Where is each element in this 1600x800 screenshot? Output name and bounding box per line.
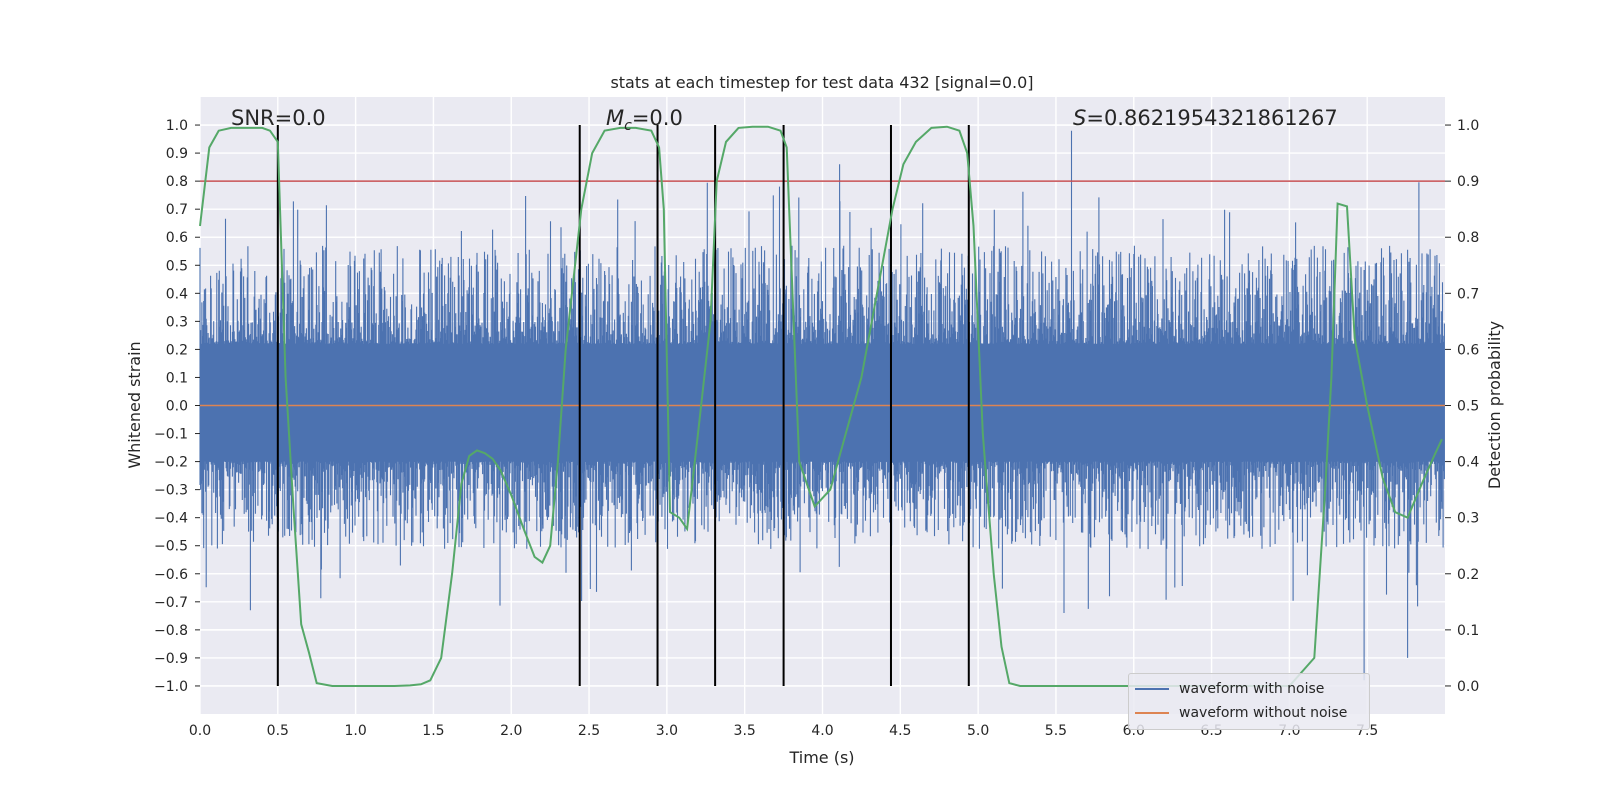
legend-label-noise: waveform with noise: [1179, 681, 1325, 697]
y2-tick-label: 0.8: [1457, 230, 1479, 246]
y-tick-label: 0.5: [166, 258, 188, 274]
x-tick-label: 5.5: [1045, 723, 1067, 739]
x-tick-label: 1.0: [344, 723, 366, 739]
y2-tick-label: 0.7: [1457, 286, 1479, 302]
y2-tick-label: 0.0: [1457, 679, 1479, 695]
score-value: =0.8621954321861267: [1086, 106, 1337, 130]
y2-axis-label: Detection probability: [1485, 321, 1504, 489]
waveform-with-noise-series: [199, 130, 1445, 681]
waveform-with-noise-line: [199, 130, 1445, 681]
snr-annotation: SNR=0.0: [231, 106, 326, 130]
x-tick-label: 0.5: [267, 723, 289, 739]
chirp-mass-symbol: M: [606, 106, 624, 130]
x-tick-label: 4.5: [889, 723, 911, 739]
y-tick-label: 0.3: [166, 314, 188, 330]
x-axis-label: Time (s): [788, 748, 854, 767]
x-tick-label: 0.0: [189, 723, 211, 739]
y2-tick-label: 0.4: [1457, 455, 1479, 471]
y2-tick-label: 1.0: [1457, 118, 1479, 134]
legend-item-noise: waveform with noise: [1135, 678, 1324, 700]
y-tick-label: −0.8: [154, 623, 188, 639]
y2-tick-label: 0.2: [1457, 567, 1479, 583]
y2-tick-label: 0.3: [1457, 511, 1479, 527]
x-tick-label: 2.5: [578, 723, 600, 739]
y-tick-label: −0.4: [154, 511, 188, 527]
x-tick-label: 4.0: [811, 723, 833, 739]
chart-title: stats at each timestep for test data 432…: [610, 73, 1033, 92]
y-tick-label: −0.2: [154, 455, 188, 471]
y2-tick-label: 0.1: [1457, 623, 1479, 639]
y-tick-label: 0.7: [166, 202, 188, 218]
y-tick-label: −0.3: [154, 483, 188, 499]
chirp-mass-subscript: c: [624, 118, 632, 134]
chirp-mass-annotation: Mc=0.0: [606, 106, 683, 134]
y-tick-label: 0.0: [166, 399, 188, 415]
y-tick-label: 0.9: [166, 146, 188, 162]
left-axis-ticks: 1.0 0.9 0.8 0.7 0.6 0.5 0.4 0.3 0.2 0.1 0.0 −0.1 −0.…: [154, 118, 200, 695]
y-tick-label: 0.6: [166, 230, 188, 246]
legend-label-clean: waveform without noise: [1179, 705, 1348, 721]
right-axis-ticks: 1.0 0.9 0.8 0.7 0.6 0.5 0.4 0.3 0.2 0.1 0.0: [1445, 118, 1479, 695]
y-tick-label: −0.7: [154, 595, 188, 611]
y-tick-label: 0.1: [166, 370, 188, 386]
legend-item-clean: waveform without noise: [1135, 702, 1347, 724]
x-tick-label: 5.0: [967, 723, 989, 739]
y-tick-label: −0.1: [154, 427, 188, 443]
legend-swatch-noise: [1135, 688, 1169, 690]
y-tick-label: −0.5: [154, 539, 188, 555]
y2-tick-label: 0.5: [1457, 399, 1479, 415]
y2-tick-label: 0.6: [1457, 342, 1479, 358]
x-tick-label: 1.5: [422, 723, 444, 739]
x-tick-label: 2.0: [500, 723, 522, 739]
y-tick-label: 0.8: [166, 174, 188, 190]
y-axis-label: Whitened strain: [125, 341, 144, 468]
y-tick-label: −0.9: [154, 651, 188, 667]
chirp-mass-value: =0.0: [632, 106, 683, 130]
y-tick-label: 1.0: [166, 118, 188, 134]
y-tick-label: −1.0: [154, 679, 188, 695]
y-tick-label: 0.2: [166, 342, 188, 358]
y-tick-label: 0.4: [166, 286, 188, 302]
legend-swatch-clean: [1135, 712, 1169, 714]
legend: waveform with noise waveform without noi…: [1128, 673, 1370, 730]
y-tick-label: −0.6: [154, 567, 188, 583]
x-axis-ticks: 0.0 0.5 1.0 1.5 2.0 2.5 3.0 3.5 4.0 4.5 5.0 5.5 6.0 6…: [189, 723, 1378, 739]
score-symbol: S: [1073, 106, 1086, 130]
x-tick-label: 3.0: [656, 723, 678, 739]
y2-tick-label: 0.9: [1457, 174, 1479, 190]
score-annotation: S=0.8621954321861267: [1073, 106, 1338, 130]
x-tick-label: 3.5: [734, 723, 756, 739]
